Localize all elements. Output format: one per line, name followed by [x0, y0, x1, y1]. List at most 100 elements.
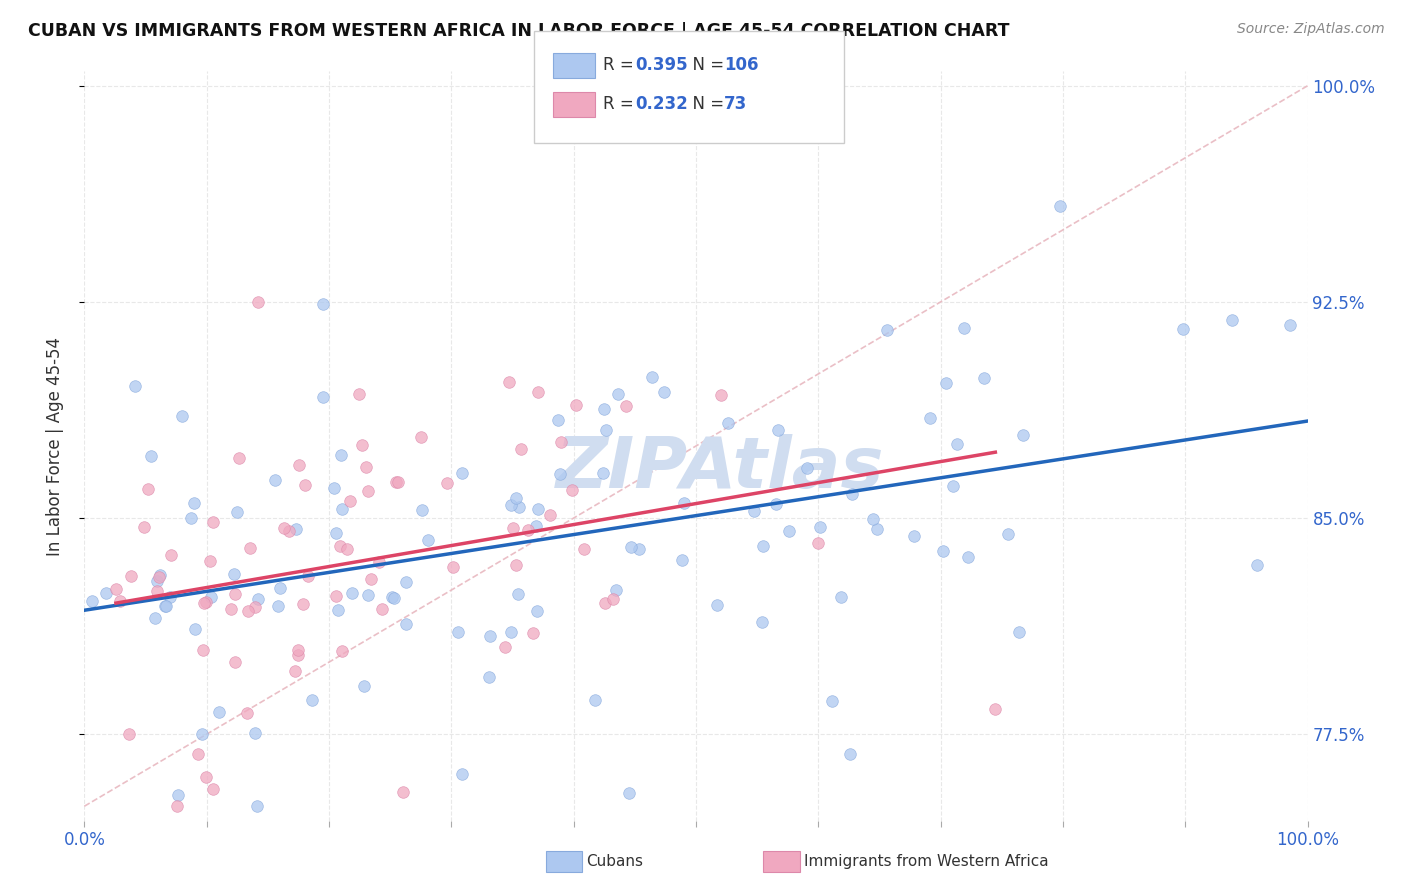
Point: [1220, 313, 1243, 327]
Text: Immigrants from Western Africa: Immigrants from Western Africa: [804, 855, 1049, 869]
Point: [441, 560, 464, 574]
Point: [838, 747, 860, 762]
Point: [294, 478, 316, 492]
Point: [620, 540, 643, 554]
Point: [501, 498, 523, 512]
Point: [349, 386, 371, 401]
Point: [221, 602, 243, 616]
Point: [876, 323, 898, 337]
Point: [538, 508, 561, 522]
Text: 73: 73: [724, 95, 748, 113]
Point: [368, 555, 391, 569]
Point: [278, 524, 301, 538]
Point: [517, 523, 540, 537]
Point: [606, 387, 628, 401]
Point: [330, 502, 353, 516]
Point: [768, 423, 790, 437]
Point: [1279, 318, 1302, 332]
Point: [387, 475, 409, 489]
Point: [263, 474, 285, 488]
Point: [288, 458, 311, 473]
Point: [997, 527, 1019, 541]
Point: [866, 522, 889, 536]
Point: [717, 416, 740, 430]
Point: [166, 788, 188, 802]
Point: [246, 799, 269, 814]
Point: [526, 604, 548, 618]
Point: [742, 504, 765, 518]
Text: CUBAN VS IMMIGRANTS FROM WESTERN AFRICA IN LABOR FORCE | AGE 45-54 CORRELATION C: CUBAN VS IMMIGRANTS FROM WESTERN AFRICA …: [28, 22, 1010, 40]
Point: [617, 786, 640, 800]
Point: [124, 379, 146, 393]
Point: [326, 603, 349, 617]
Point: [502, 521, 524, 535]
Point: [508, 500, 530, 514]
Point: [159, 590, 181, 604]
Point: [183, 496, 205, 510]
Point: [710, 387, 733, 401]
Point: [191, 727, 214, 741]
Point: [120, 568, 142, 582]
Point: [841, 487, 863, 501]
Point: [291, 597, 314, 611]
Point: [148, 568, 170, 582]
Point: [284, 664, 307, 678]
Point: [385, 475, 408, 490]
Point: [340, 586, 363, 600]
Point: [778, 524, 800, 539]
Point: [371, 602, 394, 616]
Point: [450, 766, 472, 780]
Point: [325, 526, 347, 541]
Text: R =: R =: [603, 95, 640, 113]
Point: [796, 461, 818, 475]
Point: [808, 520, 831, 534]
Point: [918, 410, 941, 425]
Point: [336, 542, 359, 557]
Point: [765, 497, 787, 511]
Point: [932, 543, 955, 558]
Point: [934, 376, 956, 390]
Point: [1173, 322, 1195, 336]
Text: 106: 106: [724, 56, 759, 74]
Point: [510, 442, 533, 457]
Point: [561, 483, 583, 497]
Point: [194, 771, 217, 785]
Point: [671, 553, 693, 567]
Point: [478, 670, 501, 684]
Point: [246, 591, 269, 606]
Point: [952, 321, 974, 335]
Point: [195, 595, 218, 609]
Point: [946, 437, 969, 451]
Text: Cubans: Cubans: [586, 855, 644, 869]
Point: [146, 584, 169, 599]
Point: [267, 599, 290, 613]
Point: [505, 558, 527, 573]
Point: [547, 412, 569, 426]
Point: [627, 541, 650, 556]
Point: [141, 449, 163, 463]
Point: [706, 598, 728, 612]
Point: [247, 295, 270, 310]
Point: [602, 592, 624, 607]
Point: [499, 625, 522, 640]
Point: [498, 376, 520, 390]
Point: [312, 390, 335, 404]
Point: [285, 522, 308, 536]
Point: [148, 570, 170, 584]
Point: [166, 799, 188, 814]
Point: [311, 297, 333, 311]
Point: [132, 520, 155, 534]
Point: [330, 644, 353, 658]
Point: [354, 459, 377, 474]
Point: [641, 370, 664, 384]
Point: [183, 622, 205, 636]
Point: [155, 599, 177, 613]
Point: [593, 402, 616, 417]
Point: [360, 572, 382, 586]
Point: [202, 515, 225, 529]
Point: [807, 535, 830, 549]
Point: [117, 727, 139, 741]
Point: [903, 529, 925, 543]
Point: [416, 533, 439, 547]
Point: [494, 640, 516, 654]
